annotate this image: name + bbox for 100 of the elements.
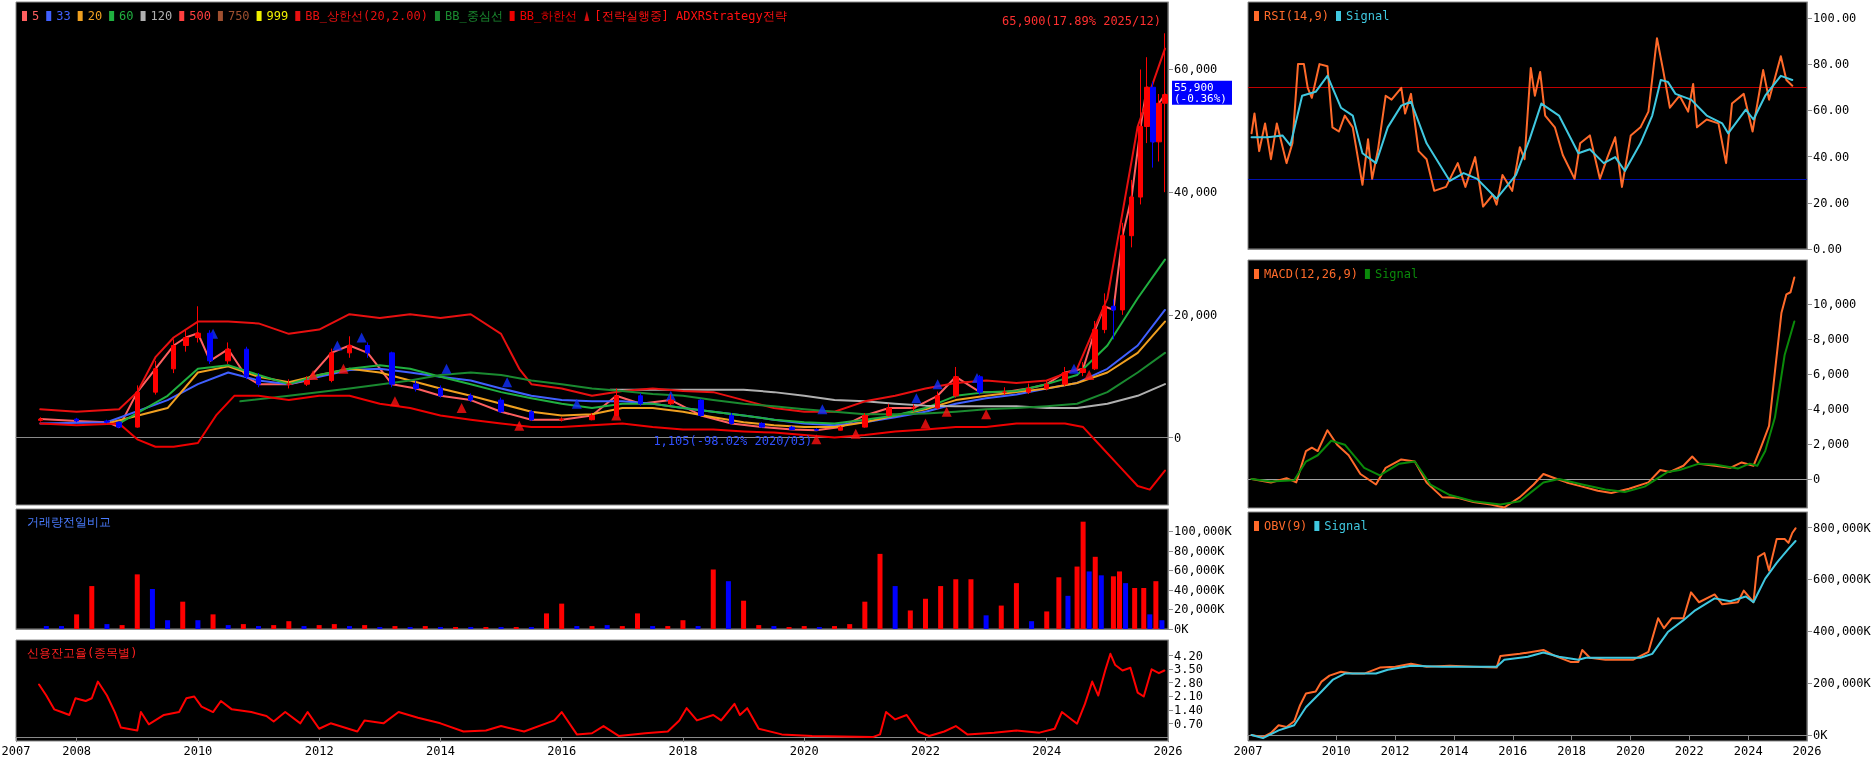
candlestick [195,305,201,343]
bar [1056,577,1062,629]
y-tick-label: 20,000K [1174,602,1226,617]
y-tick-label: 0 [1813,472,1821,487]
annotation: 65,900(17.89% 2025/12) [1002,14,1161,29]
point [920,418,931,429]
point [817,404,828,415]
annotation: 55,900 (-0.36%) [1174,80,1227,105]
y-tick-label: 60,000K [1174,563,1226,578]
point [308,369,319,380]
bar [134,574,140,629]
candlestick [1120,222,1125,316]
candlestick [1111,299,1116,340]
candlestick [862,412,868,429]
y-tick-label: 4,000 [1813,401,1850,416]
point [1069,363,1080,374]
candlestick [365,341,370,359]
candlestick [789,425,795,431]
candlestick [74,417,79,423]
y-tick-label: 20.00 [1813,195,1850,210]
point [338,363,349,374]
candlestick [886,403,892,418]
y-tick-label: 200,000K [1813,676,1871,691]
candlestick [171,338,176,374]
line-series [39,47,1166,413]
candlestick [116,421,122,429]
line-series [1250,74,1794,200]
y-tick-label: 60,000 [1174,62,1218,77]
candlestick [953,366,959,399]
text: 거래량전일비교 [27,515,111,529]
bar [892,586,898,629]
bar [574,626,580,629]
bar [165,620,171,629]
bar [240,624,246,629]
bar [650,626,656,629]
bar [58,626,64,629]
y-tick-label: 3.50 [1174,662,1203,677]
bar [695,626,701,629]
candlestick [759,421,765,429]
bar [922,598,928,629]
line-series [1250,37,1794,208]
candlestick [183,329,189,353]
legend-label: 5 [32,9,40,23]
legend-label: Signal [1324,519,1368,533]
bar [210,614,216,629]
bar [907,610,913,629]
bar [271,625,277,629]
y-tick-label: 400,000K [1813,624,1871,639]
y-tick-label: 2.80 [1174,675,1203,690]
candlestick [256,372,261,388]
x-tick-label: 2007 [1233,744,1263,758]
bar [983,615,989,629]
bar [847,624,853,629]
candlestick [638,392,643,407]
legend-label: 33 [56,9,71,23]
point [981,409,992,420]
point [911,393,922,404]
candlestick [589,412,595,421]
bar [1098,575,1104,629]
bar [392,626,398,629]
bar [998,605,1004,629]
bar [149,589,155,629]
legend-label: 60 [119,9,134,23]
candlestick [1062,366,1068,387]
bar [1123,583,1129,629]
x-tick-label: 2020 [789,744,819,758]
point [441,363,452,374]
bar [741,600,747,629]
y-tick-label: 10,000 [1813,296,1857,311]
legend-label: 500 [189,9,211,23]
legend-label: [전략실행중] ADXRStrategy전략 [594,9,787,23]
y-tick-label: 4.20 [1174,648,1203,663]
bar [316,625,322,629]
candlestick [1092,320,1098,371]
point [514,420,525,431]
legend-label: BB_상한선(20,2.00) [305,9,428,23]
candlestick [104,419,110,424]
bar [119,625,125,629]
x-tick-label: 2024 [1032,744,1062,758]
x-tick-label: 2008 [62,744,92,758]
point [932,379,943,390]
bar [1132,588,1138,629]
y-tick-label: 2,000 [1813,437,1850,452]
legend-label: Signal [1346,9,1390,23]
bar [74,614,80,629]
bar [1153,581,1159,629]
y-tick-label: 20,000 [1174,307,1218,322]
x-tick-label: 2018 [668,744,698,758]
bar [195,620,201,629]
bar [1086,571,1092,629]
y-tick-label: 100.00 [1813,11,1857,26]
legend-label: BB_하한선 [519,9,578,23]
legend-label: OBV(9) [1264,519,1308,533]
y-tick-label: 1.40 [1174,702,1203,717]
bar [544,613,550,629]
y-tick-label: 40,000K [1174,582,1226,597]
point [332,340,343,351]
x-tick-label: 2010 [1321,744,1351,758]
candlestick [38,416,43,423]
candlestick [698,398,704,418]
